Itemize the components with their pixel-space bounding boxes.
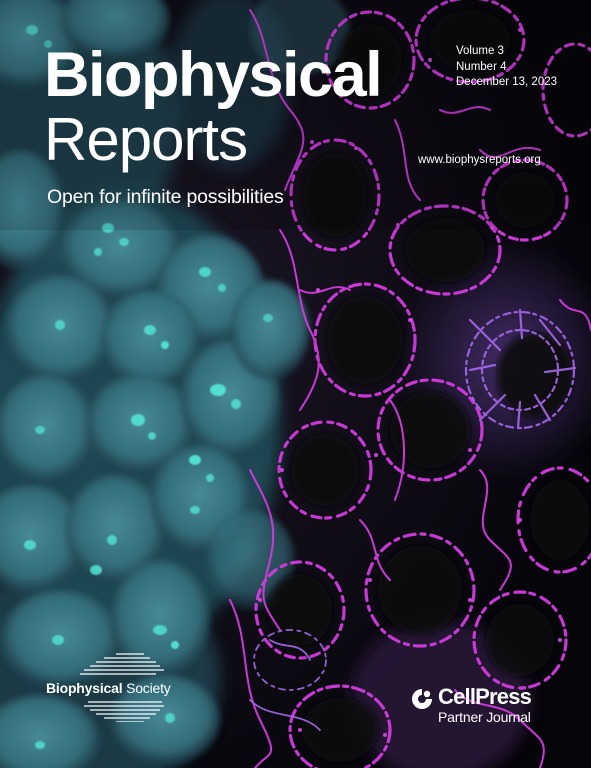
horizontal-lines-logo-icon (80, 653, 164, 722)
issue-date: December 13, 2023 (456, 76, 558, 88)
biophysical-society-logo: Biophysical Society (44, 652, 204, 722)
number-label: Number 4 (456, 60, 507, 73)
society-name-bold: Biophysical (46, 680, 123, 696)
publisher-name: CellPress (438, 684, 532, 709)
cellpress-logo: CellPress Partner Journal (408, 684, 558, 734)
journal-title-line2: Reports (44, 106, 248, 173)
tagline: Open for infinite possibilities (47, 186, 284, 208)
publisher-subtitle: Partner Journal (438, 709, 531, 725)
journal-url: www.biophysreports.org (418, 154, 541, 166)
society-name: Biophysical Society (46, 680, 171, 696)
issue-info: Volume 3 Number 4 December 13, 2023 (456, 44, 557, 91)
society-name-regular: Society (122, 680, 171, 696)
journal-title-line1: Biophysical (44, 40, 383, 110)
journal-title: Biophysical Reports (44, 40, 383, 173)
cellpress-mark-icon (412, 689, 432, 709)
volume-label: Volume 3 (456, 45, 504, 57)
